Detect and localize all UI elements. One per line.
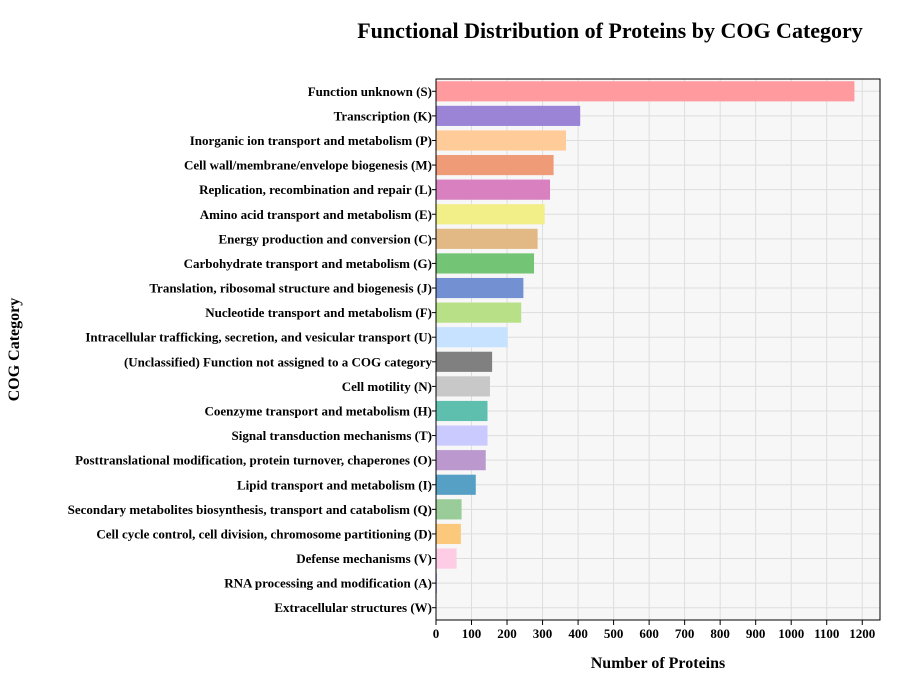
bar <box>436 499 462 520</box>
x-tick-label: 1000 <box>778 626 804 641</box>
chart-title: Functional Distribution of Proteins by C… <box>357 18 863 43</box>
category-label: (Unclassified) Function not assigned to … <box>124 354 433 369</box>
category-label: Energy production and conversion (C) <box>218 231 432 246</box>
bar <box>436 351 493 372</box>
category-label: Posttranslational modification, protein … <box>75 453 432 468</box>
bar <box>436 204 545 225</box>
bar <box>436 253 535 274</box>
bar <box>436 400 488 422</box>
bar <box>436 425 488 446</box>
category-label: Replication, recombination and repair (L… <box>199 182 432 197</box>
category-label: Nucleotide transport and metabolism (F) <box>205 305 432 320</box>
category-label: Transcription (K) <box>334 108 432 123</box>
category-label: Extracellular structures (W) <box>274 600 432 615</box>
bar <box>436 376 490 397</box>
x-tick-label: 200 <box>497 626 517 641</box>
category-label: Cell wall/membrane/envelope biogenesis (… <box>184 158 432 173</box>
bar <box>436 474 476 495</box>
x-tick-label: 400 <box>568 626 588 641</box>
category-labels: Function unknown (S) Transcription (K) Ino… <box>68 84 436 615</box>
category-label: Translation, ribosomal structure and bio… <box>149 281 432 296</box>
x-tick-labels: 0 100 200 300 400 500 600 700 800 900 1000 1100 1200 <box>433 620 875 641</box>
category-label: Function unknown (S) <box>308 84 432 99</box>
category-label: Coenzyme transport and metabolism (H) <box>205 403 432 418</box>
plot-frame <box>435 78 881 621</box>
category-label: RNA processing and modification (A) <box>224 576 432 591</box>
x-tick-label: 100 <box>462 626 482 641</box>
bar <box>436 179 551 200</box>
category-label: Amino acid transport and metabolism (E) <box>200 207 432 222</box>
x-axis-title: Number of Proteins <box>591 655 726 672</box>
x-tick-label: 300 <box>533 626 553 641</box>
category-label: Defense mechanisms (V) <box>296 551 432 566</box>
category-label: Intracellular trafficking, secretion, an… <box>85 330 432 345</box>
bar <box>436 154 554 176</box>
x-tick-label: 600 <box>639 626 659 641</box>
category-label: Secondary metabolites biosynthesis, tran… <box>68 502 432 517</box>
bar <box>436 130 567 151</box>
x-tick-label: 700 <box>675 626 695 641</box>
category-label: Cell cycle control, cell division, chrom… <box>96 526 432 541</box>
bars <box>436 81 855 594</box>
y-axis-title: COG Category <box>6 298 23 402</box>
category-label: Signal transduction mechanisms (T) <box>232 428 432 443</box>
bar <box>436 81 855 102</box>
x-tick-label: 900 <box>746 626 766 641</box>
bar <box>436 228 538 249</box>
bar <box>436 450 486 471</box>
x-tick-label: 1200 <box>849 626 875 641</box>
bar <box>436 105 581 126</box>
bar <box>436 327 508 348</box>
x-tick-label: 500 <box>604 626 624 641</box>
x-tick-label: 0 <box>433 626 440 641</box>
category-label: Inorganic ion transport and metabolism (… <box>190 133 432 148</box>
bar <box>436 277 524 299</box>
x-tick-label: 1100 <box>814 626 839 641</box>
grid-lines <box>435 79 880 620</box>
bar <box>436 548 457 569</box>
x-tick-label: 800 <box>710 626 730 641</box>
category-label: Carbohydrate transport and metabolism (G… <box>184 256 432 271</box>
bar <box>436 302 522 323</box>
category-label: Cell motility (N) <box>342 379 432 394</box>
category-label: Lipid transport and metabolism (I) <box>237 477 432 492</box>
bar <box>436 523 461 545</box>
